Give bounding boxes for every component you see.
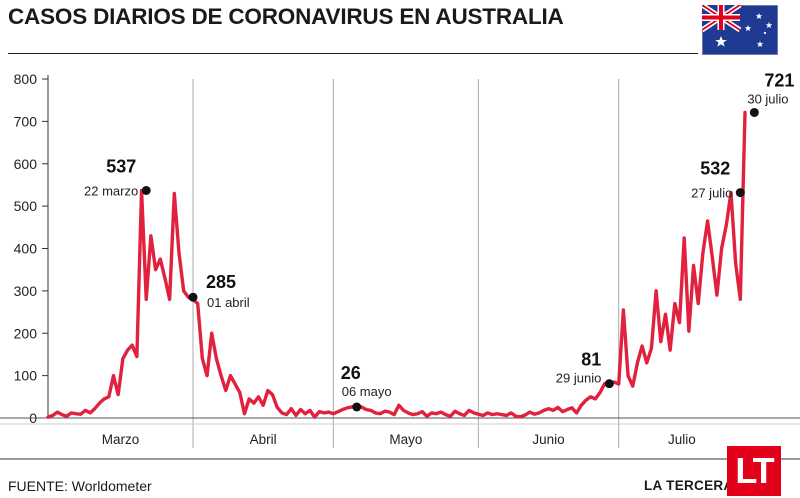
annotation-date: 22 marzo [84,183,138,198]
annotation-date: 29 junio [556,371,602,386]
y-tick-label: 600 [14,156,38,172]
australia-flag-icon [702,5,778,55]
y-tick-label: 800 [14,71,38,87]
month-label-mayo: Mayo [389,432,422,447]
y-tick-label: 500 [14,198,38,214]
annotation-value: 285 [206,272,236,292]
annotation-value: 532 [700,159,730,179]
month-label-marzo: Marzo [102,432,140,447]
annotation-date: 01 abril [207,295,250,310]
annotation-date: 06 mayo [342,384,392,399]
annotation-value: 26 [341,363,361,383]
source-note: FUENTE: Worldometer [8,478,152,494]
month-label-junio: Junio [532,432,564,447]
brand-name: LA TERCERA [644,478,734,493]
annotation-point [188,292,198,302]
month-label-abril: Abril [250,432,277,447]
cases-line [46,110,747,419]
annotation-point [749,107,759,117]
annotation-point [141,185,151,195]
brand-logo: LT [727,446,781,496]
annotation-date: 30 julio [747,91,788,106]
annotation-point [735,188,745,198]
page-title: CASOS DIARIOS DE CORONAVIRUS EN AUSTRALI… [8,4,564,29]
y-tick-label: 100 [14,368,38,384]
month-label-julio: Julio [668,432,696,447]
annotation-point [604,379,614,389]
y-tick-label: 400 [14,241,38,257]
y-tick-label: 700 [14,113,38,129]
title-divider [8,53,698,54]
y-tick-label: 300 [14,283,38,299]
y-tick-label: 200 [14,325,38,341]
annotation-date: 27 julio [691,186,732,201]
annotation-value: 721 [764,70,794,90]
annotation-point [352,402,362,412]
annotation-value: 537 [106,156,136,176]
annotation-value: 81 [581,350,601,370]
